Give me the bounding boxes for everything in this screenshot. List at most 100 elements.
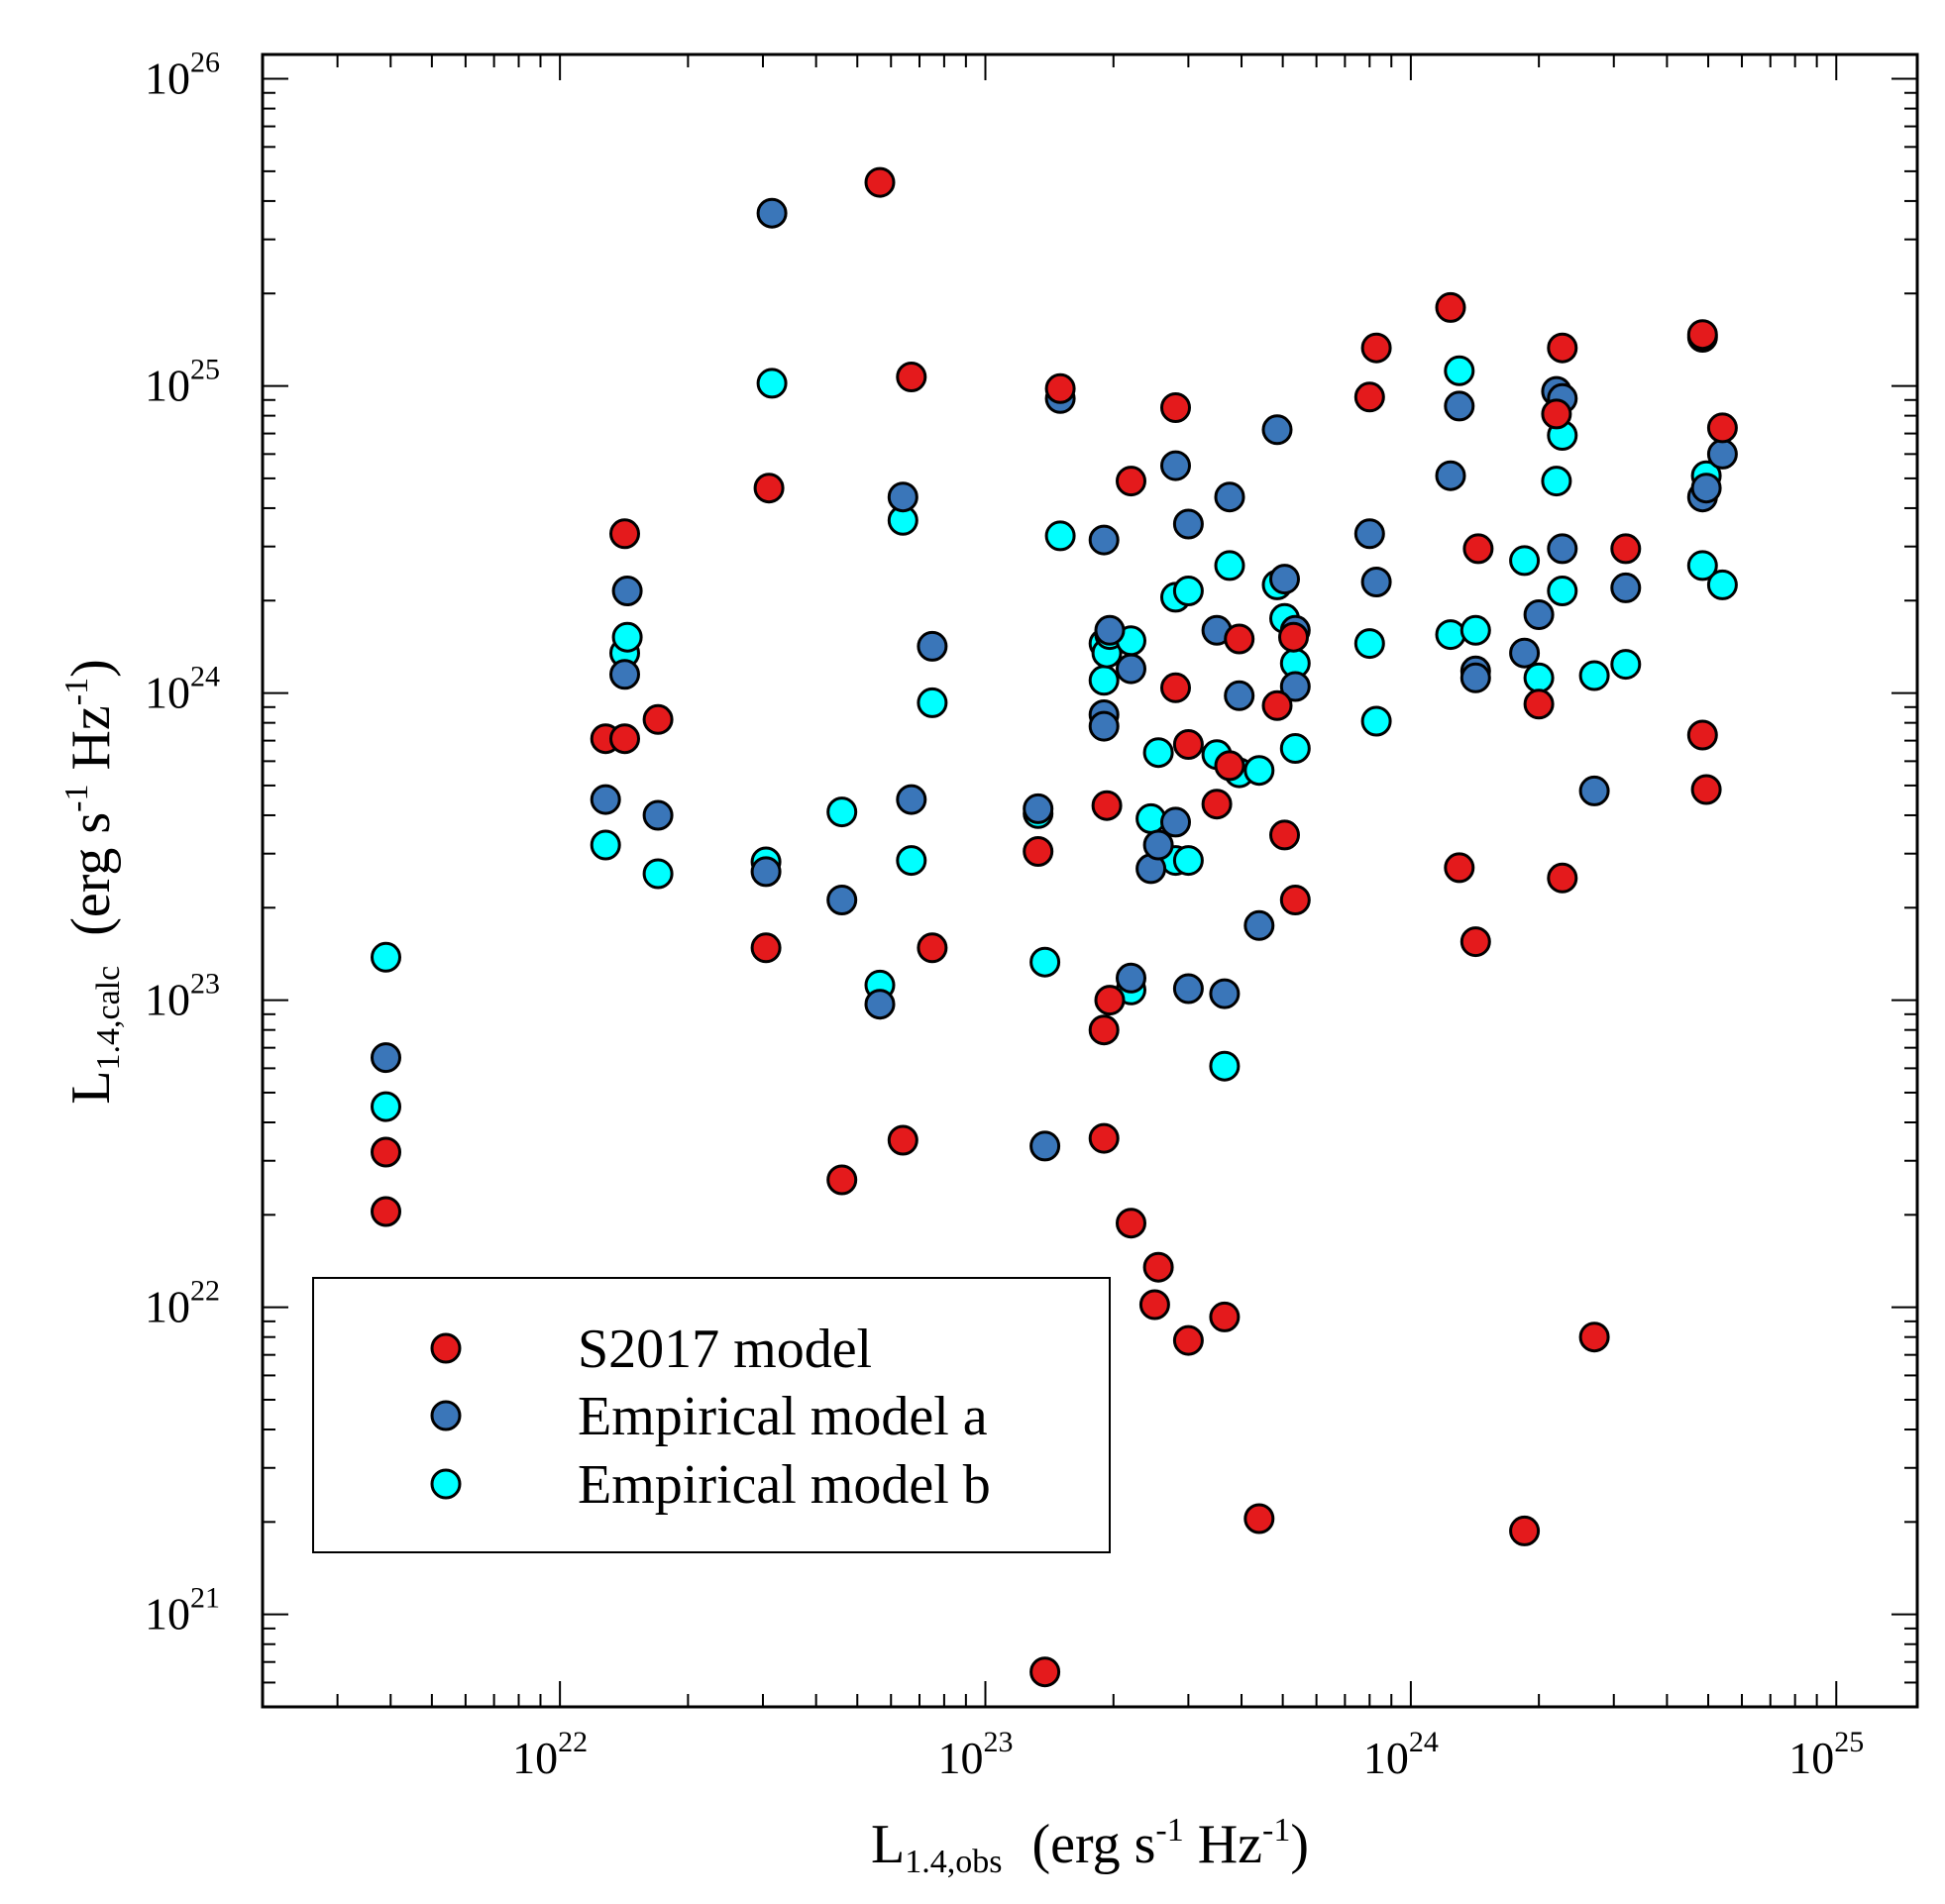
point-empirical-b [1541,466,1572,497]
point-empirical-b [1172,576,1204,606]
y-tick-label: 1025 [145,354,220,411]
y-tick-label: 1023 [145,968,220,1025]
point-empirical-a [1116,653,1146,685]
point-s2017 [1094,985,1126,1016]
point-empirical-a [864,989,896,1020]
plot-frame [261,53,1919,1709]
point-s2017 [1547,332,1578,364]
point-empirical-a [1509,637,1541,669]
point-empirical-b [896,845,927,877]
point-empirical-a [1523,599,1555,630]
point-s2017 [1088,1122,1120,1154]
point-s2017 [917,932,948,964]
point-s2017 [609,723,640,755]
point-empirical-a [1243,909,1275,941]
point-empirical-a [1706,438,1738,470]
y-tick-label: 1021 [145,1582,220,1640]
point-empirical-b [1088,665,1120,696]
point-empirical-a [896,784,927,815]
point-empirical-b [1610,649,1642,681]
point-s2017 [1201,789,1233,820]
point-empirical-a [609,659,640,690]
point-s2017 [1116,1208,1146,1239]
point-empirical-a [590,784,621,815]
point-empirical-b [1214,550,1245,582]
point-s2017 [609,518,640,550]
x-tick-label: 1024 [1363,1726,1439,1783]
y-axis-label-close: ) [60,659,122,678]
point-empirical-a [1279,671,1311,702]
point-empirical-b [1172,845,1204,877]
point-s2017 [1462,533,1494,565]
point-empirical-b [1360,705,1392,737]
point-empirical-a [1269,564,1300,595]
point-empirical-a [826,885,858,915]
point-s2017 [753,473,785,504]
point-s2017 [864,166,896,198]
point-empirical-a [1578,775,1610,806]
point-empirical-b [590,829,621,861]
point-empirical-a [887,481,918,513]
point-empirical-a [1088,524,1120,556]
point-empirical-b [371,1091,401,1122]
point-empirical-b [1547,576,1578,606]
point-empirical-b [1243,755,1275,787]
point-s2017 [1160,392,1191,423]
point-empirical-b [1044,520,1076,552]
point-s2017 [371,1136,401,1168]
point-s2017 [642,703,674,735]
point-empirical-a [611,576,643,606]
x-axis-label-main: L [871,1814,905,1875]
y-axis-label-sup2: -1 [58,678,95,705]
point-s2017 [750,932,782,964]
point-empirical-b [1279,733,1311,764]
point-empirical-a [1088,710,1120,742]
y-axis-label-main: L [60,1071,122,1105]
point-s2017 [1459,926,1491,958]
x-tick-label: 1025 [1788,1726,1864,1783]
point-s2017 [1214,750,1245,782]
point-empirical-b [1435,619,1466,651]
point-empirical-b [1523,662,1555,693]
point-empirical-b [1444,355,1475,386]
point-empirical-a [1160,450,1191,481]
x-axis-label-sup1: -1 [1155,1812,1183,1849]
x-axis-label-close: ) [1290,1814,1309,1875]
point-empirical-b [1209,1050,1241,1082]
point-s2017 [1044,372,1076,404]
point-empirical-a [756,197,788,229]
point-empirical-a [1160,806,1191,838]
point-empirical-a [1142,829,1174,861]
point-empirical-a [1353,518,1385,550]
point-empirical-a [1023,793,1054,824]
point-s2017 [896,362,927,392]
legend-label-s2017: S2017 model [578,1319,872,1380]
point-empirical-b [1509,545,1541,577]
point-empirical-a [1444,390,1475,422]
point-empirical-a [371,1042,401,1074]
point-empirical-b [1686,550,1718,582]
point-s2017 [1686,319,1718,351]
point-s2017 [1172,1324,1204,1356]
x-axis-label-sup2: -1 [1262,1812,1290,1849]
point-s2017 [1091,790,1123,821]
point-s2017 [1360,332,1392,364]
point-s2017 [1444,852,1475,884]
point-empirical-a [1459,662,1491,693]
point-s2017 [1610,533,1642,565]
point-s2017 [826,1164,858,1196]
point-empirical-a [1435,460,1466,491]
point-empirical-a [1360,567,1392,597]
legend-marker-s2017 [430,1332,462,1364]
x-axis-label: L1.4,obs (erg s-1 Hz-1) [871,1812,1309,1880]
point-empirical-b [756,368,788,399]
point-empirical-a [750,856,782,888]
y-axis-label-units: (erg s [60,812,122,936]
y-axis-label: L1.4,calc(erg s-1 Hz-1) [58,659,127,1104]
x-axis-label-sub: 1.4,obs [905,1844,1002,1880]
y-axis-label-sub: 1.4,calc [90,966,127,1071]
point-s2017 [371,1196,401,1227]
point-s2017 [1706,412,1738,444]
point-empirical-a [1029,1130,1061,1162]
point-empirical-b [1029,946,1061,978]
